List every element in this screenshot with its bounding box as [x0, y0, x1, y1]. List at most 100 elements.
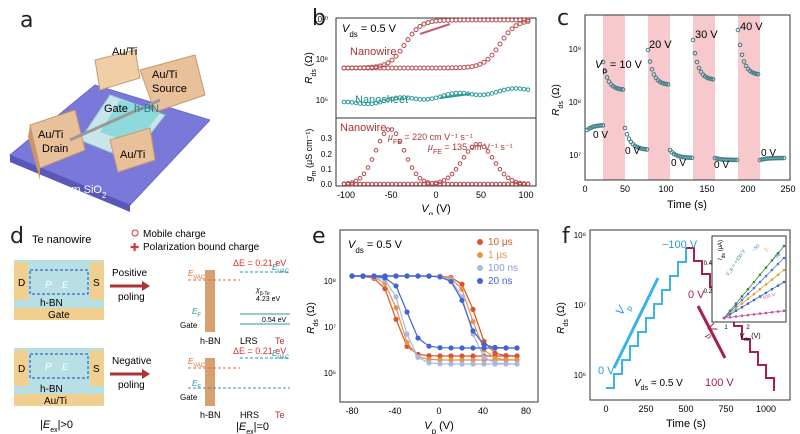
- gm-point: [413, 181, 419, 187]
- b-xtick: 50: [476, 190, 486, 200]
- nanowire-point: [457, 65, 463, 71]
- e-xtick: 80: [521, 406, 531, 416]
- inset-point: [782, 268, 786, 272]
- c-pulse-point: [663, 81, 669, 87]
- c-pulse-point: [692, 50, 698, 56]
- panel-a: a Au/Ti Au/Ti Drain Au/Ti Source Gate h-…: [0, 0, 210, 215]
- c-pulse-point: [708, 76, 714, 82]
- nanowire-point: [425, 20, 431, 26]
- nanowire-point: [485, 56, 491, 62]
- nanowire-point: [417, 23, 423, 29]
- e-xtick: -40: [388, 406, 401, 416]
- panel-label-d: d: [10, 224, 24, 249]
- nanosheet-point: [505, 86, 511, 92]
- c-zero-label: 0 V: [671, 158, 686, 169]
- axes-e: [339, 229, 539, 403]
- nanowire-point: [349, 65, 355, 71]
- f-down-label: 100 V: [705, 377, 734, 389]
- inset-line-label: +50: [772, 252, 783, 262]
- c-pulse-point: [751, 70, 757, 76]
- c-zero-label: 0 V: [761, 148, 776, 159]
- f-vp-down: Vp: [700, 321, 722, 341]
- c-pulse-point: [614, 85, 620, 91]
- gm-point: [493, 161, 499, 166]
- nanowire-point: [413, 27, 419, 33]
- gm-point: [457, 181, 463, 187]
- nanowire-point: [501, 35, 507, 41]
- inset-point: [770, 310, 774, 314]
- gm-point: [469, 181, 475, 187]
- c-ytick: 10⁸: [569, 98, 581, 107]
- b-ylabel-top: Rds (Ω): [304, 52, 318, 84]
- b-ytick: 0.3: [321, 134, 333, 143]
- c-xlabel: Time (s): [667, 199, 707, 211]
- b-ytick: 10⁸: [316, 55, 328, 64]
- inset-point: [758, 295, 762, 298]
- gm-point: [501, 171, 507, 177]
- nanowire-point: [401, 42, 407, 48]
- panel-e: e Vds = 0.5 V 10 μs 1 μs 100 ns 20 ns 10…: [300, 218, 550, 434]
- nanosheet-point: [385, 97, 391, 103]
- f-xlabel: Time (s): [666, 418, 706, 430]
- c-xtick: 0: [582, 184, 587, 194]
- c-pulse-point: [665, 82, 671, 87]
- f-xtick: 250: [638, 404, 653, 414]
- panel-f: f −100 V 0 V 0 V 100 V Vp Vp Vds = 0.5 V…: [550, 218, 800, 434]
- nanowire-point: [489, 17, 495, 23]
- e-xtick: 0: [436, 406, 441, 416]
- inset-point: [752, 292, 756, 296]
- d-hbn-band-top: h-BN: [200, 336, 221, 346]
- c-pulse-point: [706, 76, 712, 81]
- e-xtick: 40: [478, 406, 488, 416]
- inset-point: [764, 274, 768, 278]
- c-pulse-point: [620, 87, 626, 92]
- gm-point: [417, 175, 423, 181]
- gm-point: [457, 161, 463, 166]
- nanowire-point: [509, 26, 515, 32]
- d-auti-bottom: Au/Ti: [44, 396, 67, 407]
- inset-point: [758, 280, 762, 284]
- c-relax-point: [626, 136, 632, 142]
- b-xtick: 100: [518, 190, 533, 200]
- gm-point: [365, 181, 371, 187]
- gm-point: [369, 181, 375, 187]
- band-diagram: Te nanowire Mobile charge ✚ Polarization…: [14, 229, 290, 434]
- nanowire-point: [505, 17, 511, 23]
- c-relax-point: [689, 155, 695, 161]
- gate-strip: [14, 308, 104, 320]
- b-ytick: 0.1: [321, 165, 333, 174]
- gm-point: [381, 181, 387, 187]
- nanosheet-point: [417, 97, 423, 102]
- panel-label-f: f: [562, 224, 570, 249]
- c-pulse-point: [739, 52, 745, 58]
- c-pulse-point: [649, 66, 655, 72]
- axes-c: [584, 14, 791, 181]
- b-xtick: -100: [337, 190, 355, 200]
- inset-point: [782, 280, 786, 284]
- gm-point: [445, 175, 451, 181]
- nanosheet-point: [425, 96, 431, 102]
- gm-point: [505, 175, 511, 181]
- nanowire-point: [405, 65, 411, 71]
- inset-point: [734, 302, 738, 305]
- c-zero-label: 0 V: [625, 146, 640, 157]
- d-p-bottom: P: [45, 362, 52, 373]
- d-e-bottom: E: [62, 362, 69, 372]
- nanowire-point: [481, 59, 487, 65]
- inset-point: [752, 286, 756, 290]
- b-xlabel: Vg (V): [421, 203, 451, 215]
- nanosheet-point: [429, 96, 435, 101]
- inset-point: [758, 312, 762, 315]
- gm-point: [473, 181, 479, 187]
- nanosheet-point: [389, 96, 395, 102]
- c-pulse-point: [735, 27, 741, 33]
- b-nanowire2-label: Nanowire: [340, 122, 386, 134]
- pulse-band: [648, 15, 670, 180]
- c-relax-point: [638, 146, 644, 151]
- b-xtick: -50: [384, 190, 397, 200]
- c-relax-point: [712, 155, 718, 161]
- gm-point: [397, 138, 403, 144]
- e-ytick: 10⁶: [324, 369, 336, 378]
- c-pulse-point: [645, 47, 651, 53]
- c-xtick: 100: [658, 184, 673, 194]
